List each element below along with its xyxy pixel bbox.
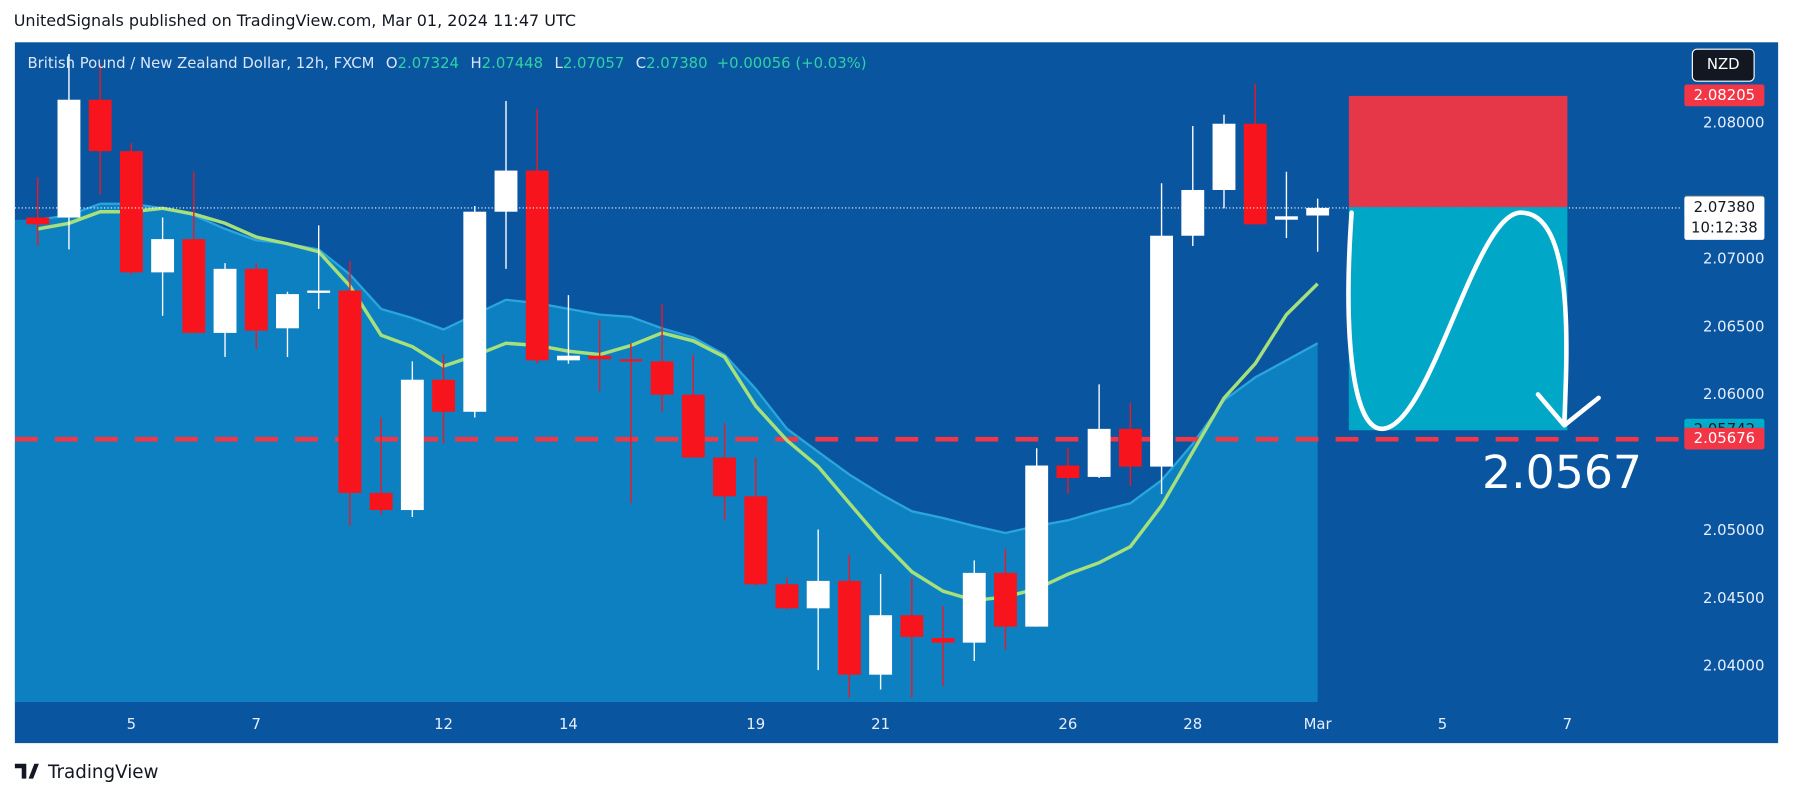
candle-body — [900, 615, 924, 637]
candle-body — [775, 584, 799, 609]
y-tick-label: 2.05000 — [1703, 521, 1764, 539]
price-tag — [1684, 427, 1765, 450]
candle-body — [1181, 189, 1205, 236]
target-zone — [1348, 207, 1568, 431]
legend-change: +0.00056 (+0.03%) — [717, 54, 867, 72]
logo-text: TradingView — [47, 762, 159, 783]
candle-body — [525, 170, 549, 361]
candle-body — [1212, 123, 1236, 190]
legend-key: O — [386, 54, 398, 72]
price-tag — [1684, 84, 1765, 107]
drawn-arrowhead — [1535, 392, 1601, 428]
candle-body — [1025, 465, 1049, 627]
candle-body — [26, 217, 50, 225]
candle-body — [1150, 235, 1173, 467]
average-line — [37, 206, 1319, 603]
logo-mark — [14, 763, 39, 779]
candle-body — [744, 496, 768, 585]
legend-key: C — [636, 54, 646, 72]
candle-body — [119, 151, 143, 273]
candle-body — [369, 492, 393, 511]
candle-body — [1274, 216, 1298, 220]
candle-body — [1243, 123, 1267, 225]
countdown-label: 10:12:38 — [1691, 218, 1758, 236]
candle-body — [244, 268, 268, 331]
drawn-curve — [1346, 210, 1569, 432]
candle-body — [307, 290, 331, 293]
candle-body — [619, 359, 643, 362]
legend-value: 2.07448 — [482, 54, 543, 72]
price-tag — [1684, 196, 1765, 240]
publisher-header: UnitedSignals published on TradingView.c… — [14, 11, 576, 30]
x-tick-label: 12 — [434, 715, 453, 733]
x-tick-label: 7 — [1563, 715, 1572, 733]
candle-body — [931, 638, 955, 643]
y-tick-label: 2.04500 — [1703, 589, 1764, 607]
candle-body — [57, 99, 81, 218]
plot — [14, 53, 1683, 702]
currency-label: NZD — [1707, 55, 1740, 73]
stop-zone — [1348, 95, 1568, 208]
candle-body — [1118, 428, 1142, 467]
x-tick-label: Mar — [1304, 715, 1333, 733]
candle-body — [588, 355, 612, 360]
x-tick-label: 19 — [746, 715, 765, 733]
candle-body — [1056, 465, 1080, 479]
candle-body — [432, 379, 455, 412]
candle-body — [463, 211, 487, 412]
x-tick-label: 21 — [871, 715, 890, 733]
candle-body — [806, 580, 830, 609]
y-tick-label: 2.07000 — [1703, 249, 1764, 267]
legend: British Pound / New Zealand Dollar, 12h,… — [27, 54, 866, 72]
legend-key: L — [555, 54, 564, 72]
candle-body — [151, 239, 175, 273]
legend-value: 2.07057 — [563, 54, 624, 72]
candle-body — [962, 572, 986, 643]
candle-body — [1087, 428, 1111, 477]
candle-body — [681, 394, 705, 458]
candle-body — [213, 268, 237, 333]
y-tick-label: 2.06500 — [1703, 317, 1764, 335]
x-tick-label: 14 — [559, 715, 578, 733]
price-tag-label: 2.08205 — [1694, 86, 1755, 104]
candle-body — [1306, 207, 1330, 216]
area-line — [37, 202, 1319, 535]
currency-box — [1691, 48, 1755, 82]
candle-body — [400, 379, 424, 511]
annotation: 2.0567 — [1482, 446, 1642, 499]
candle-body — [869, 615, 893, 675]
price-tag-label: 2.07380 — [1694, 198, 1755, 216]
y-tick-label: 2.08000 — [1703, 114, 1764, 132]
y-tick-label: 2.04000 — [1703, 657, 1764, 675]
candle-body — [837, 580, 861, 675]
legend-title: British Pound / New Zealand Dollar, 12h,… — [27, 54, 374, 72]
legend-value: 2.07380 — [646, 54, 707, 72]
footer-logo: TradingView — [14, 762, 159, 783]
candle-body — [338, 290, 362, 493]
x-tick-label: 5 — [1438, 715, 1447, 733]
legend-value: 2.07324 — [398, 54, 459, 72]
x-tick-label: 28 — [1183, 715, 1202, 733]
candle-body — [650, 361, 674, 395]
x-tick-label: 26 — [1058, 715, 1077, 733]
chart: 5 7 12 14 19 21 26 28 Mar 5 7 2.04000 2.04500 2.05000… — [14, 42, 1779, 744]
legend-key: H — [470, 54, 481, 72]
candle-body — [88, 99, 112, 152]
x-tick-label: 5 — [127, 715, 136, 733]
candle-body — [182, 239, 206, 333]
y-tick-label: 2.06000 — [1703, 385, 1764, 403]
candle-body — [494, 170, 518, 212]
candle-body — [994, 572, 1017, 627]
candle-body — [556, 355, 580, 361]
price-tag-label: 2.05676 — [1694, 429, 1755, 447]
candle-body — [713, 457, 736, 497]
x-tick-label: 7 — [252, 715, 261, 733]
candle-body — [276, 294, 299, 329]
